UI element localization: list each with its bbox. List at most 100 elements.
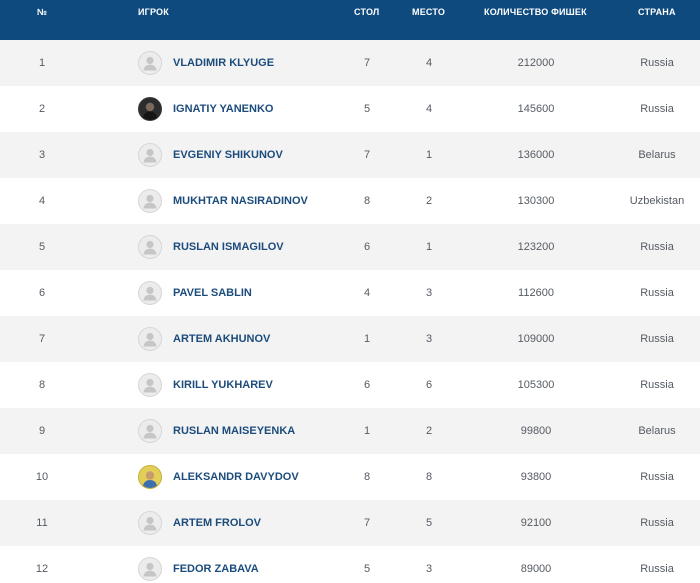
rank-cell: 12 <box>35 563 49 575</box>
player-cell: RUSLAN MAISEYENKA <box>138 408 338 454</box>
table-number-cell: 1 <box>363 333 371 345</box>
default-avatar-icon[interactable] <box>138 235 162 259</box>
table-row: 9 RUSLAN MAISEYENKA 1 2 99800 Belarus <box>0 408 700 454</box>
rank-cell: 8 <box>38 379 46 391</box>
seat-cell: 6 <box>425 379 433 391</box>
table-row: 8 KIRILL YUKHAREV 6 6 105300 Russia <box>0 362 700 408</box>
player-cell: RUSLAN ISMAGILOV <box>138 224 338 270</box>
country-cell: Uzbekistan <box>629 195 685 207</box>
player-photo[interactable] <box>138 97 162 121</box>
header-country[interactable]: СТРАНА <box>638 7 676 17</box>
table-number-cell: 8 <box>363 471 371 483</box>
rank-cell: 9 <box>38 425 46 437</box>
chip-count-cell: 212000 <box>517 57 555 69</box>
player-name-link[interactable]: ARTEM AKHUNOV <box>173 333 271 345</box>
table-row: 6 PAVEL SABLIN 4 3 112600 Russia <box>0 270 700 316</box>
player-cell: ARTEM FROLOV <box>138 500 338 546</box>
table-row: 2 IGNATIY YANENKO 5 4 145600 Russia <box>0 86 700 132</box>
table-row: 12 FEDOR ZABAVA 5 3 89000 Russia <box>0 546 700 583</box>
player-name-link[interactable]: PAVEL SABLIN <box>173 287 252 299</box>
chip-count-cell: 89000 <box>520 563 552 575</box>
player-cell: EVGENIY SHIKUNOV <box>138 132 338 178</box>
rank-cell: 10 <box>35 471 49 483</box>
country-cell: Russia <box>640 333 674 345</box>
player-cell: ALEKSANDR DAVYDOV <box>138 454 338 500</box>
default-avatar-icon[interactable] <box>138 143 162 167</box>
table-number-cell: 7 <box>363 57 371 69</box>
default-avatar-icon[interactable] <box>138 51 162 75</box>
player-name-link[interactable]: KIRILL YUKHAREV <box>173 379 273 391</box>
player-name-link[interactable]: RUSLAN MAISEYENKA <box>173 425 296 437</box>
seat-cell: 3 <box>425 563 433 575</box>
seat-cell: 1 <box>425 149 433 161</box>
country-cell: Russia <box>640 471 674 483</box>
header-table[interactable]: СТОЛ <box>354 7 380 17</box>
table-row: 4 MUKHTAR NASIRADINOV 8 2 130300 Uzbekistan <box>0 178 700 224</box>
chip-count-cell: 93800 <box>520 471 552 483</box>
country-cell: Russia <box>640 563 674 575</box>
country-cell: Russia <box>640 241 674 253</box>
player-name-link[interactable]: VLADIMIR KLYUGE <box>173 57 275 69</box>
player-name-link[interactable]: RUSLAN ISMAGILOV <box>173 241 284 253</box>
table-number-cell: 8 <box>363 195 371 207</box>
seat-cell: 4 <box>425 57 433 69</box>
player-cell: MUKHTAR NASIRADINOV <box>138 178 338 224</box>
header-player[interactable]: ИГРОК <box>138 7 169 17</box>
chip-count-cell: 105300 <box>517 379 555 391</box>
table-row: 10 ALEKSANDR DAVYDOV 8 8 93800 Russia <box>0 454 700 500</box>
table-number-cell: 6 <box>363 379 371 391</box>
player-name-link[interactable]: FEDOR ZABAVA <box>173 563 259 575</box>
player-name-link[interactable]: ALEKSANDR DAVYDOV <box>173 471 299 483</box>
chip-count-cell: 92100 <box>520 517 552 529</box>
player-cell: KIRILL YUKHAREV <box>138 362 338 408</box>
country-cell: Belarus <box>638 425 676 437</box>
header-chips[interactable]: КОЛИЧЕСТВО ФИШЕК <box>484 7 587 17</box>
rank-cell: 2 <box>38 103 46 115</box>
seat-cell: 2 <box>425 425 433 437</box>
player-cell: FEDOR ZABAVA <box>138 546 338 583</box>
default-avatar-icon[interactable] <box>138 189 162 213</box>
player-name-link[interactable]: EVGENIY SHIKUNOV <box>173 149 283 161</box>
country-cell: Russia <box>640 379 674 391</box>
player-cell: PAVEL SABLIN <box>138 270 338 316</box>
table-row: 3 EVGENIY SHIKUNOV 7 1 136000 Belarus <box>0 132 700 178</box>
seat-cell: 3 <box>425 333 433 345</box>
seat-cell: 1 <box>425 241 433 253</box>
default-avatar-icon[interactable] <box>138 419 162 443</box>
chip-count-cell: 136000 <box>517 149 555 161</box>
table-number-cell: 5 <box>363 563 371 575</box>
table-header: № ИГРОК СТОЛ МЕСТО КОЛИЧЕСТВО ФИШЕК СТРА… <box>0 0 700 40</box>
chip-count-cell: 145600 <box>517 103 555 115</box>
table-number-cell: 5 <box>363 103 371 115</box>
player-name-link[interactable]: ARTEM FROLOV <box>173 517 261 529</box>
rank-cell: 3 <box>38 149 46 161</box>
rank-cell: 5 <box>38 241 46 253</box>
chip-count-cell: 123200 <box>517 241 555 253</box>
table-row: 5 RUSLAN ISMAGILOV 6 1 123200 Russia <box>0 224 700 270</box>
seat-cell: 5 <box>425 517 433 529</box>
country-cell: Belarus <box>638 149 676 161</box>
country-cell: Russia <box>640 57 674 69</box>
table-number-cell: 7 <box>363 149 371 161</box>
player-photo[interactable] <box>138 465 162 489</box>
table-number-cell: 6 <box>363 241 371 253</box>
seat-cell: 8 <box>425 471 433 483</box>
table-body: 1 VLADIMIR KLYUGE 7 4 212000 Russia 2 IGNATIY Y… <box>0 40 700 583</box>
header-num[interactable]: № <box>37 7 48 17</box>
default-avatar-icon[interactable] <box>138 557 162 581</box>
player-name-link[interactable]: IGNATIY YANENKO <box>173 103 274 115</box>
rank-cell: 7 <box>38 333 46 345</box>
player-cell: IGNATIY YANENKO <box>138 86 338 132</box>
player-name-link[interactable]: MUKHTAR NASIRADINOV <box>173 195 308 207</box>
header-place[interactable]: МЕСТО <box>412 7 446 17</box>
seat-cell: 3 <box>425 287 433 299</box>
default-avatar-icon[interactable] <box>138 373 162 397</box>
player-cell: ARTEM AKHUNOV <box>138 316 338 362</box>
chip-count-cell: 109000 <box>517 333 555 345</box>
chip-count-cell: 99800 <box>520 425 552 437</box>
chip-count-cell: 130300 <box>517 195 555 207</box>
default-avatar-icon[interactable] <box>138 511 162 535</box>
default-avatar-icon[interactable] <box>138 281 162 305</box>
default-avatar-icon[interactable] <box>138 327 162 351</box>
